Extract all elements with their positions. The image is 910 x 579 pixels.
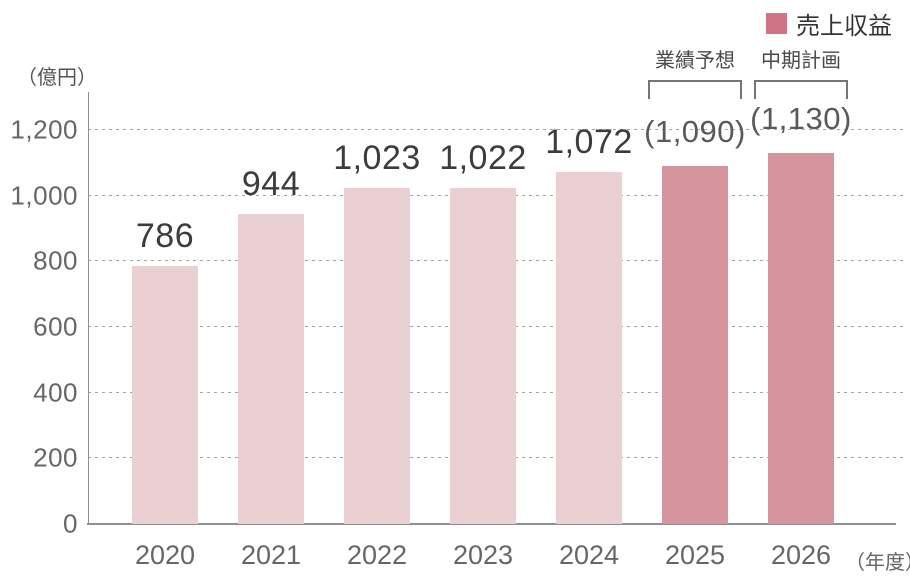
x-tick-label: 2025 (664, 540, 726, 570)
x-tick-label: 2024 (558, 540, 620, 570)
bar-value-label: 786 (135, 216, 195, 255)
x-axis (87, 523, 896, 525)
bar-value-label: 1,072 (545, 123, 633, 162)
bar-value-label: (1,130) (750, 100, 852, 136)
y-tick-label: 600 (33, 311, 78, 342)
gridline (88, 129, 905, 131)
annotation-label: 中期計画 (761, 50, 841, 72)
bar-2022 (344, 188, 410, 524)
x-tick-label: 2020 (134, 540, 196, 570)
bar-value-label: 1,022 (439, 139, 527, 178)
bar-2025 (662, 166, 728, 524)
x-tick-label: 2022 (346, 540, 408, 570)
bar-value-label: (1,090) (644, 114, 746, 150)
bar-2024 (556, 172, 622, 524)
y-axis-unit-label: （億円） (17, 67, 97, 89)
legend-label: 売上収益 (796, 13, 892, 40)
y-tick-label: 200 (33, 442, 78, 473)
y-tick-label: 1,000 (10, 180, 78, 211)
annotation-bracket (648, 80, 742, 99)
y-tick-label: 0 (63, 508, 78, 539)
x-axis-unit-label: （年度） (845, 552, 910, 574)
bar-value-label: 944 (241, 165, 301, 204)
legend: 売上収益 (766, 6, 892, 41)
bar-2026 (768, 152, 834, 524)
x-tick-label: 2023 (452, 540, 514, 570)
y-tick-label: 1,200 (10, 114, 78, 145)
x-tick-label: 2026 (770, 540, 832, 570)
annotation-label: 業績予想 (655, 50, 735, 72)
x-tick-label: 2021 (240, 540, 302, 570)
legend-swatch (766, 13, 787, 34)
y-tick-label: 400 (33, 377, 78, 408)
bar-2020 (132, 265, 198, 524)
bar-2023 (450, 188, 516, 524)
bar-2021 (238, 214, 304, 524)
y-axis (88, 92, 89, 524)
bar-value-label: 1,023 (333, 139, 421, 178)
annotation-bracket (754, 80, 848, 99)
y-tick-label: 800 (33, 245, 78, 276)
